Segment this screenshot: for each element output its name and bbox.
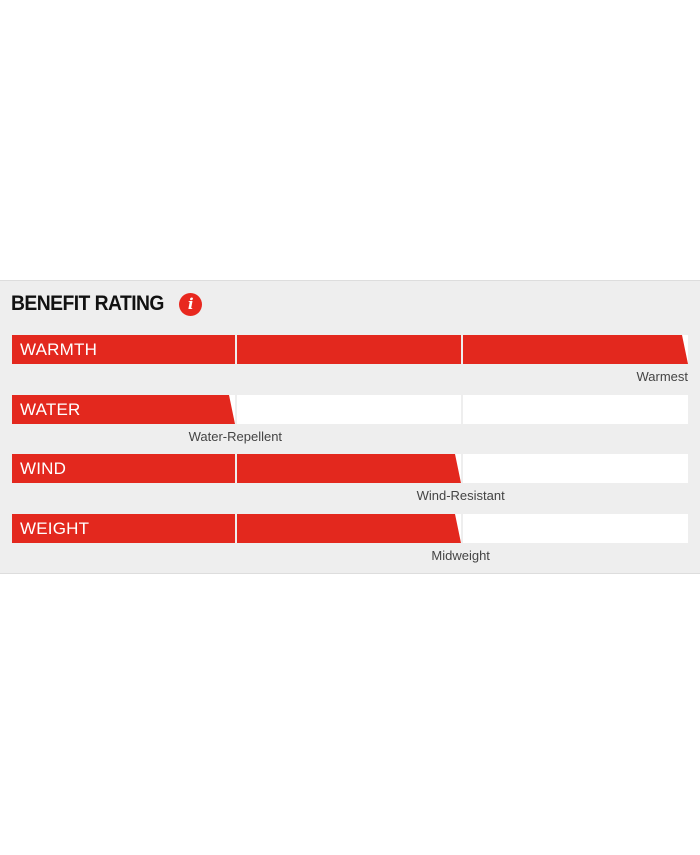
rating-caption-water: Water-Repellent — [189, 429, 282, 444]
rating-caption-warmth: Warmest — [636, 369, 688, 384]
rating-caption-wind: Wind-Resistant — [417, 488, 505, 503]
rating-segment-divider — [461, 395, 463, 424]
rating-label-weight: WEIGHT — [20, 514, 89, 543]
rating-fill — [12, 454, 455, 483]
benefit-rating-header: BENEFIT RATING i — [11, 291, 202, 317]
rating-bar-warmth: WARMTH — [12, 335, 688, 364]
rating-bar-weight: WEIGHT — [12, 514, 688, 543]
rating-label-water: WATER — [20, 395, 81, 424]
rating-segment-divider — [461, 454, 463, 483]
rating-bar-wind: WIND — [12, 454, 688, 483]
rating-segment-divider — [235, 335, 237, 364]
rating-segment-divider — [235, 395, 237, 424]
benefit-rating-title: BENEFIT RATING — [11, 292, 164, 316]
rating-fill — [12, 335, 682, 364]
rating-caption-weight: Midweight — [431, 548, 490, 563]
rating-segment-divider — [235, 454, 237, 483]
rating-fill-notch — [682, 335, 688, 364]
rating-segment-divider — [235, 514, 237, 543]
rating-label-warmth: WARMTH — [20, 335, 97, 364]
info-icon[interactable]: i — [179, 293, 202, 316]
rating-segment-divider — [461, 335, 463, 364]
benefit-rating-panel: BENEFIT RATING i WARMTH Warmest WATER Wa… — [0, 280, 700, 574]
rating-label-wind: WIND — [20, 454, 66, 483]
rating-segment-divider — [461, 514, 463, 543]
rating-bar-water: WATER — [12, 395, 688, 424]
